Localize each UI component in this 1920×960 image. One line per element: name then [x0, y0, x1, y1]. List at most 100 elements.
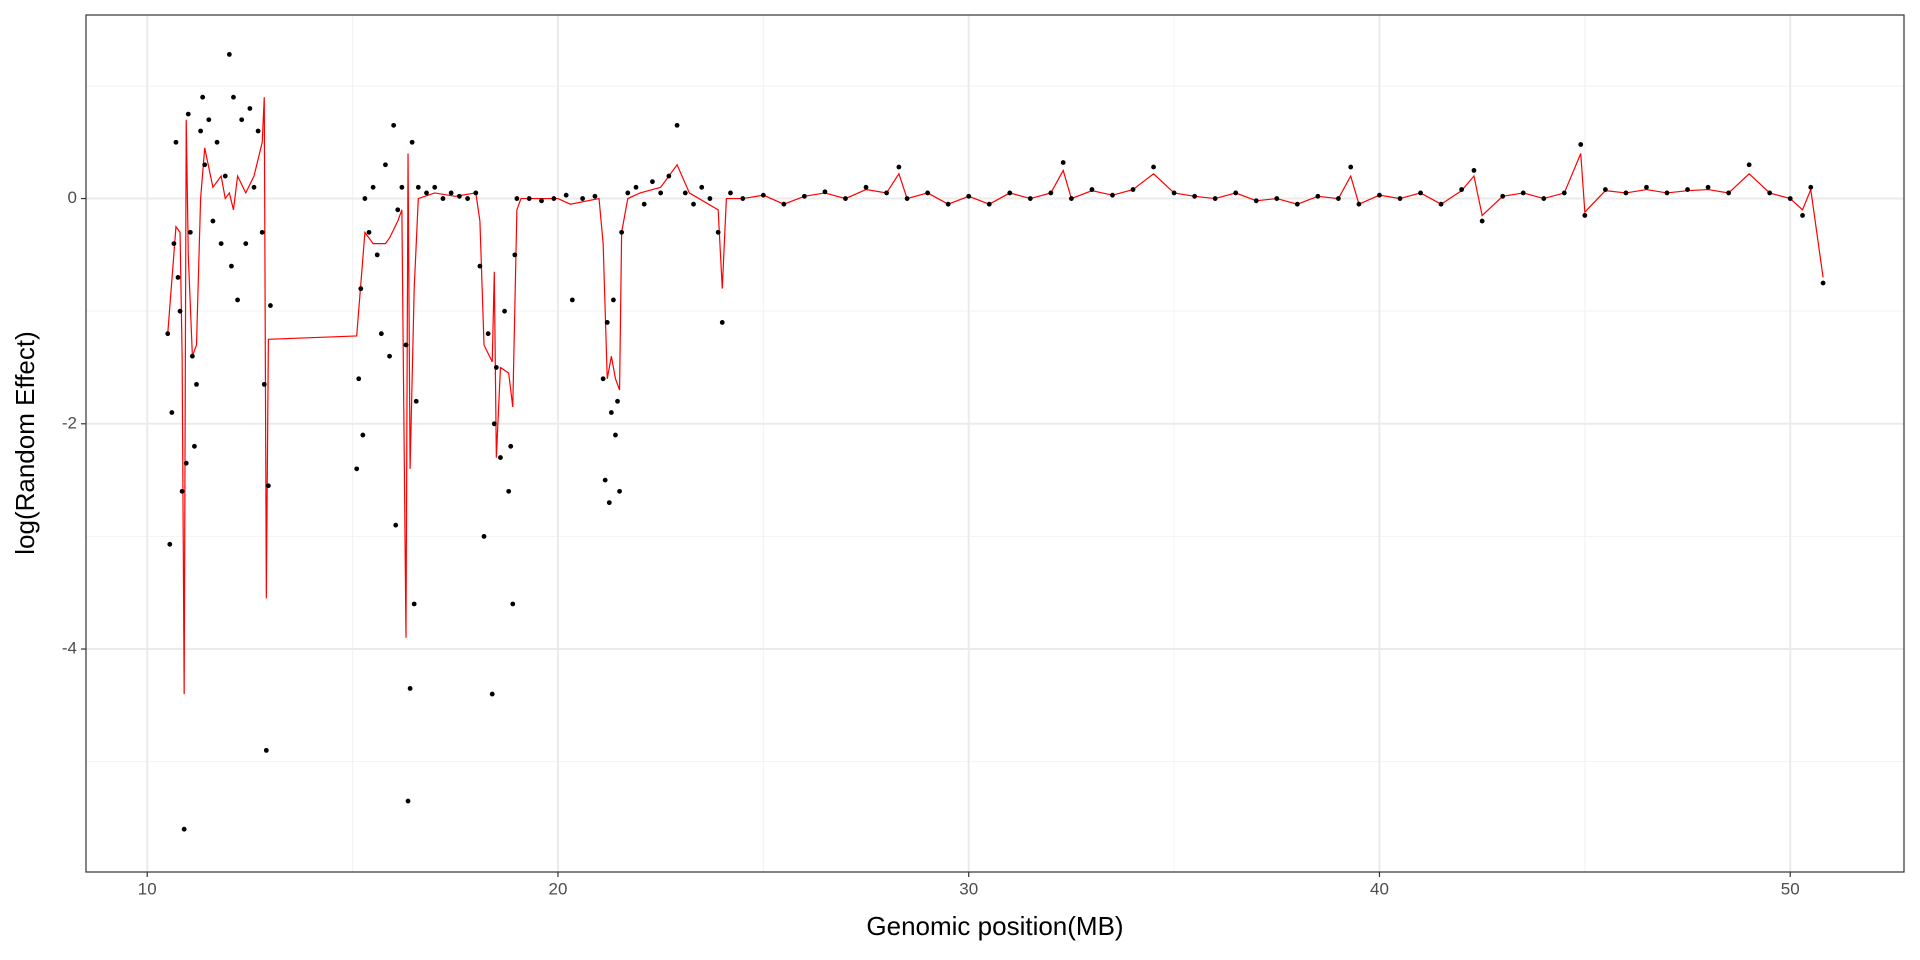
point: [1315, 193, 1321, 199]
point: [403, 342, 409, 348]
point: [699, 184, 705, 190]
point: [658, 190, 664, 196]
point: [493, 365, 499, 370]
point: [580, 196, 586, 201]
point: [650, 179, 655, 185]
grid: [86, 15, 1904, 872]
point: [551, 196, 557, 201]
trend-line: [167, 97, 1824, 695]
point: [512, 252, 518, 258]
point: [383, 162, 388, 168]
point: [1233, 190, 1239, 196]
point: [255, 128, 261, 134]
point: [183, 460, 189, 466]
point: [802, 193, 807, 199]
point: [358, 286, 364, 292]
point: [206, 117, 212, 123]
plot-area: [165, 52, 1826, 832]
point: [432, 184, 438, 190]
point: [1726, 190, 1732, 196]
point: [1561, 190, 1567, 196]
point: [1602, 187, 1608, 192]
point: [200, 94, 206, 100]
point: [194, 381, 199, 387]
point: [1582, 213, 1588, 218]
point: [608, 410, 614, 415]
point: [1685, 187, 1690, 192]
point: [481, 534, 487, 539]
point: [510, 601, 516, 607]
point: [226, 52, 232, 57]
x-tick-label: 10: [138, 879, 157, 898]
point: [239, 117, 245, 123]
point: [1294, 201, 1300, 207]
point: [674, 122, 680, 128]
point: [1787, 196, 1793, 201]
point: [1664, 190, 1670, 196]
point: [179, 488, 185, 494]
point: [1644, 184, 1649, 190]
point: [569, 297, 575, 303]
point: [613, 432, 618, 438]
point: [202, 162, 208, 168]
point: [1089, 187, 1095, 192]
point: [198, 128, 204, 134]
point: [1746, 162, 1752, 168]
point: [719, 320, 725, 325]
point: [189, 353, 195, 359]
point: [424, 190, 429, 196]
point: [563, 192, 569, 198]
point: [261, 381, 267, 387]
point: [366, 229, 372, 235]
point: [1520, 190, 1526, 196]
point: [1459, 187, 1465, 192]
point: [177, 308, 183, 314]
point: [641, 201, 647, 207]
point: [526, 196, 532, 201]
point: [1578, 142, 1584, 147]
point: [243, 241, 249, 247]
point: [1048, 190, 1054, 196]
point: [843, 196, 848, 201]
point: [395, 207, 401, 213]
point: [884, 190, 889, 196]
point: [1130, 187, 1136, 192]
point: [1356, 201, 1362, 207]
point: [393, 522, 399, 528]
point: [602, 477, 608, 483]
point: [1479, 218, 1485, 224]
point: [619, 229, 625, 235]
point: [1212, 196, 1218, 201]
point: [604, 320, 610, 325]
point: [411, 601, 417, 607]
point: [1253, 198, 1259, 204]
point: [259, 229, 265, 235]
x-tick-label: 40: [1370, 879, 1389, 898]
point: [378, 331, 384, 337]
point: [966, 193, 972, 199]
point: [210, 218, 216, 224]
point: [945, 201, 951, 207]
point: [370, 184, 376, 190]
point: [251, 184, 257, 190]
point: [1151, 164, 1156, 170]
point: [1800, 213, 1805, 218]
point: [1274, 196, 1280, 201]
point: [413, 398, 419, 404]
point: [229, 263, 234, 269]
y-tick-label: -4: [62, 639, 77, 658]
point: [1418, 190, 1423, 196]
point: [1820, 280, 1826, 286]
point: [1500, 193, 1506, 199]
point: [592, 193, 598, 199]
point: [440, 196, 446, 201]
point: [489, 691, 495, 697]
point: [356, 376, 362, 382]
x-axis-title: Genomic position(MB): [866, 911, 1123, 941]
point: [415, 184, 421, 190]
point: [1623, 190, 1629, 196]
point: [1110, 192, 1115, 198]
point: [409, 139, 415, 145]
point: [506, 488, 512, 494]
point: [1069, 196, 1074, 201]
